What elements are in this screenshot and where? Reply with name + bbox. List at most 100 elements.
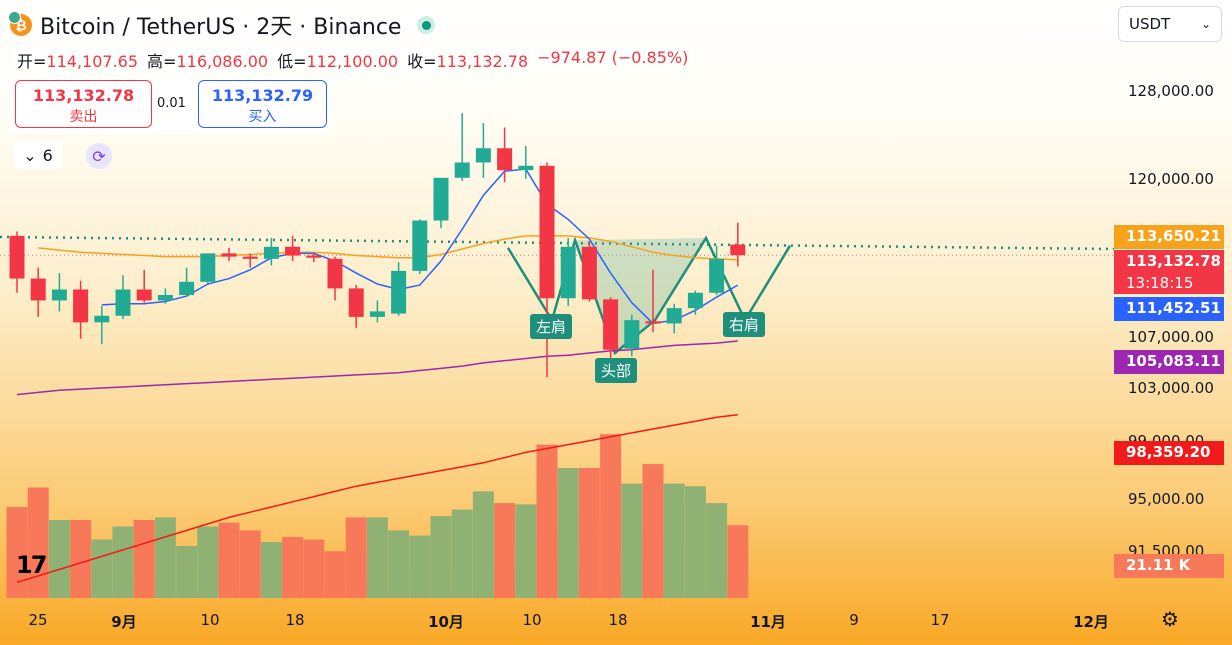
volume-bar — [303, 539, 325, 598]
buy-label: 买入 — [248, 109, 277, 125]
trade-panel: 113,132.78 卖出 0.01 113,132.79 买入 — [8, 78, 333, 134]
ohlc-legend: 开=114,107.65 高=116,086.00 低=112,100.00 收… — [14, 47, 692, 73]
symbol-header[interactable]: ₿ Bitcoin / TetherUS · 2天 · Binance — [8, 8, 436, 42]
candle-body — [412, 220, 428, 271]
volume-bar — [727, 525, 749, 598]
tradingview-logo-icon[interactable]: 17 — [16, 551, 47, 579]
candle-body — [30, 278, 46, 301]
volume-bar — [536, 444, 558, 598]
volume-bar — [409, 535, 431, 598]
volume-bar — [133, 520, 155, 598]
volume-bar — [324, 551, 346, 598]
volume-bar — [345, 517, 367, 598]
volume-bar — [154, 517, 176, 598]
buy-button[interactable]: 113,132.79 买入 — [198, 80, 327, 128]
volume-bar — [621, 483, 643, 598]
high-label: 高= — [147, 52, 177, 71]
candle-body — [645, 321, 661, 324]
candle-body — [518, 165, 534, 171]
candle-body — [730, 244, 746, 256]
volume-bar — [6, 507, 28, 598]
chevron-down-icon: ⌄ — [1200, 17, 1211, 31]
price-label-value: 111,452.51 — [1126, 299, 1221, 317]
neckline — [0, 235, 1115, 251]
ma-mid-line — [38, 235, 738, 261]
candle-body — [603, 299, 619, 350]
candle-body — [9, 235, 25, 279]
volume-bar — [684, 486, 706, 598]
price-label-tag: 21.11 K — [1114, 554, 1224, 578]
candle-body — [624, 320, 640, 349]
candle-body — [200, 253, 216, 282]
time-tick-label: 9月 — [111, 613, 137, 631]
time-tick-label: 10月 — [428, 613, 464, 631]
candle-body — [666, 308, 682, 324]
indicator-count: 6 — [42, 145, 53, 165]
price-tick-label: 120,000.00 — [1128, 170, 1214, 188]
volume-bar — [239, 530, 261, 598]
candle-body — [242, 256, 258, 259]
ma-slow-line — [16, 340, 738, 396]
candle-body — [348, 288, 364, 317]
candle-body — [306, 255, 322, 258]
price-label-value: 21.11 K — [1126, 556, 1191, 574]
price-tick-label: 128,000.00 — [1128, 82, 1214, 100]
volume-bar — [176, 546, 198, 598]
candle-body — [94, 315, 110, 323]
volume-bar — [494, 503, 516, 598]
low-value: 112,100.00 — [306, 52, 399, 71]
symbol-title[interactable]: Bitcoin / TetherUS · 2天 · Binance — [40, 15, 402, 40]
volume-bar — [70, 520, 92, 598]
volume-bar — [578, 468, 600, 598]
sync-icon[interactable]: ⟳ — [86, 143, 112, 169]
price-label-tag: 113,132.78 13:18:15 — [1114, 250, 1224, 294]
price-label-tag: 111,452.51 — [1114, 297, 1224, 321]
buy-price: 113,132.79 — [211, 86, 314, 105]
bitcoin-logo-icon: ₿ — [8, 11, 32, 36]
time-tick-label: 9 — [849, 611, 859, 629]
high-value: 116,086.00 — [176, 52, 269, 71]
sell-button[interactable]: 113,132.78 卖出 — [15, 80, 152, 128]
volume-bar — [388, 530, 410, 598]
sell-label: 卖出 — [69, 109, 98, 125]
price-label-tag: 105,083.11 — [1114, 350, 1224, 374]
candle-body — [51, 289, 67, 301]
time-tick-label: 18 — [608, 611, 628, 629]
volume-bar — [218, 522, 240, 598]
candle-body — [285, 246, 301, 256]
currency-select[interactable]: USDT ⌄ — [1118, 6, 1222, 42]
low-label: 低= — [277, 52, 307, 71]
candle-body — [539, 165, 555, 299]
close-value: 113,132.78 — [436, 52, 529, 71]
chevron-down-icon: ⌄ — [23, 145, 37, 165]
candle-body — [179, 281, 195, 295]
open-label: 开= — [17, 52, 47, 71]
left-shoulder-label[interactable]: 左肩 — [530, 314, 573, 339]
volume-bar — [91, 539, 113, 598]
price-tick-label: 107,000.00 — [1128, 328, 1214, 346]
price-label-value: 105,083.11 — [1126, 352, 1221, 370]
price-label-value: 113,132.78 — [1126, 252, 1221, 270]
price-tick-label: 95,000.00 — [1128, 490, 1205, 508]
candle-body — [433, 177, 449, 221]
candle-body — [475, 148, 491, 163]
time-tick-label: 17 — [930, 611, 950, 629]
time-tick-label: 25 — [28, 611, 48, 629]
head-label[interactable]: 头部 — [595, 358, 638, 383]
time-tick-label: 11月 — [750, 613, 786, 631]
volume-bar — [366, 517, 388, 598]
candle-body — [327, 258, 343, 289]
spread-value: 0.01 — [157, 96, 186, 111]
sell-price: 113,132.78 — [32, 86, 135, 105]
settings-gear-icon[interactable]: ⚙ — [1161, 607, 1179, 631]
candle-body — [73, 289, 89, 323]
indicators-collapse-button[interactable]: ⌄ 6 — [14, 141, 62, 169]
right-shoulder-label[interactable]: 右肩 — [723, 312, 766, 337]
volume-bar — [48, 520, 70, 598]
candle-body — [136, 289, 152, 301]
candle-body — [581, 246, 597, 300]
candle-body — [391, 270, 407, 314]
candle-body — [709, 258, 725, 293]
price-label-tag: 98,359.20 — [1114, 441, 1224, 465]
